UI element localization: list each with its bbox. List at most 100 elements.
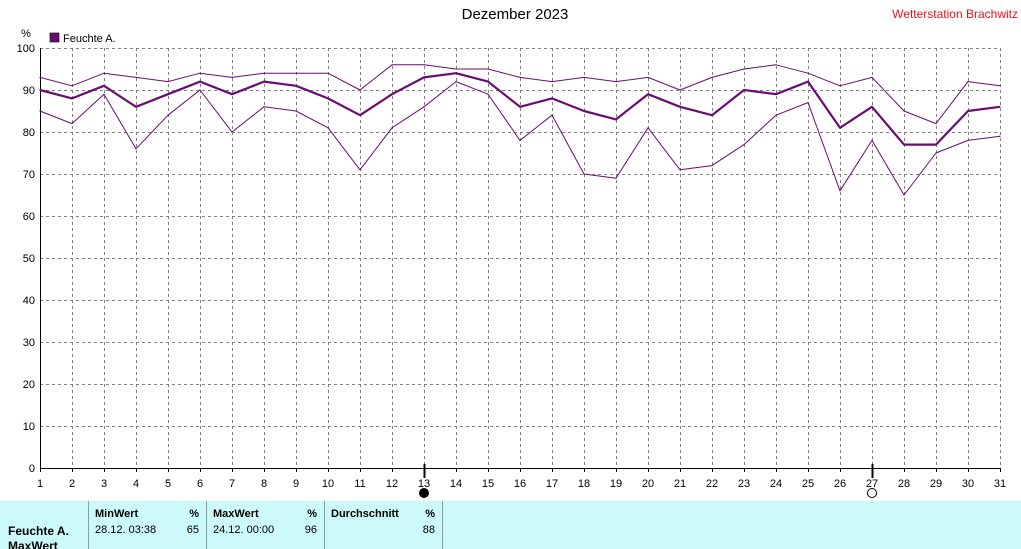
- data-point-max: [199, 72, 201, 74]
- data-point-min: [103, 93, 105, 95]
- data-point-max: [519, 76, 521, 78]
- y-tick-label: 30: [23, 337, 35, 349]
- min-unit: %: [189, 508, 199, 520]
- data-point-max: [455, 68, 457, 70]
- x-tick-label: 31: [994, 478, 1006, 490]
- data-point-max: [679, 89, 681, 91]
- data-point-min: [231, 131, 233, 133]
- x-tick-label: 28: [898, 478, 910, 490]
- data-point-min: [199, 89, 201, 91]
- data-point-mean: [743, 89, 745, 91]
- y-tick-label: 50: [23, 253, 35, 265]
- data-point-max: [423, 64, 425, 66]
- y-tick-label: 70: [23, 169, 35, 181]
- x-tick-label: 18: [578, 478, 590, 490]
- data-point-mean: [839, 127, 841, 129]
- data-point-max: [327, 72, 329, 74]
- min-date: 28.12. 03:38: [95, 524, 157, 536]
- x-tick-label: 13: [418, 478, 430, 490]
- data-point-max: [359, 89, 361, 91]
- x-tick-label: 6: [197, 478, 203, 490]
- y-tick-label: 10: [23, 421, 35, 433]
- legend-swatch: [49, 32, 60, 43]
- data-point-max: [167, 81, 169, 83]
- x-tick-label: 29: [930, 478, 942, 490]
- x-tick-label: 24: [770, 478, 782, 490]
- data-point-max: [71, 85, 73, 87]
- x-tick-label: 7: [229, 478, 235, 490]
- data-point-max: [487, 68, 489, 70]
- data-point-mean: [807, 81, 809, 83]
- data-point-mean: [679, 106, 681, 108]
- station-name: Wetterstation Brachwitz: [892, 7, 1018, 21]
- data-point-min: [679, 169, 681, 171]
- data-point-max: [967, 81, 969, 83]
- data-point-mean: [487, 81, 489, 83]
- data-point-max: [295, 72, 297, 74]
- data-point-max: [583, 76, 585, 78]
- data-point-min: [263, 106, 265, 108]
- data-point-max: [903, 110, 905, 112]
- data-point-min: [615, 177, 617, 179]
- data-point-mean: [327, 97, 329, 99]
- data-point-max: [391, 64, 393, 66]
- data-point-min: [967, 139, 969, 141]
- stats-row-label: Feuchte A.: [8, 524, 69, 538]
- chart-title: Dezember 2023: [461, 6, 569, 23]
- y-tick-label: 60: [23, 211, 35, 223]
- stats-panel: Feuchte A. MaxWert MinWert % 28.12. 03:3…: [0, 501, 1021, 549]
- x-tick-label: 5: [165, 478, 171, 490]
- data-point-min: [519, 139, 521, 141]
- data-point-mean: [263, 81, 265, 83]
- x-tick-label: 20: [642, 478, 654, 490]
- full-moon-icon: [419, 488, 429, 498]
- data-point-mean: [231, 93, 233, 95]
- data-point-max: [807, 72, 809, 74]
- data-point-mean: [999, 106, 1001, 108]
- data-point-max: [551, 81, 553, 83]
- data-point-mean: [71, 97, 73, 99]
- data-point-mean: [551, 97, 553, 99]
- data-point-min: [935, 152, 937, 154]
- x-tick-label: 22: [706, 478, 718, 490]
- data-point-min: [583, 173, 585, 175]
- avg-unit: %: [425, 508, 435, 520]
- data-point-min: [903, 194, 905, 196]
- data-point-min: [455, 81, 457, 83]
- data-point-mean: [103, 85, 105, 87]
- x-tick-label: 10: [322, 478, 334, 490]
- data-point-min: [327, 127, 329, 129]
- stats-min-column: MinWert % 28.12. 03:38 65: [88, 501, 206, 549]
- y-tick-label: 80: [23, 127, 35, 139]
- max-unit: %: [307, 508, 317, 520]
- data-point-mean: [935, 144, 937, 146]
- x-tick-label: 15: [482, 478, 494, 490]
- data-point-min: [359, 169, 361, 171]
- data-point-min: [839, 190, 841, 192]
- data-point-max: [135, 76, 137, 78]
- data-point-min: [775, 114, 777, 116]
- data-point-mean: [167, 93, 169, 95]
- x-tick-label: 23: [738, 478, 750, 490]
- x-tick-label: 3: [101, 478, 107, 490]
- data-point-min: [647, 127, 649, 129]
- data-point-min: [807, 102, 809, 104]
- data-point-min: [39, 110, 41, 112]
- data-point-max: [839, 85, 841, 87]
- data-point-mean: [871, 106, 873, 108]
- data-point-mean: [423, 76, 425, 78]
- x-tick-label: 14: [450, 478, 462, 490]
- data-point-max: [871, 76, 873, 78]
- data-point-min: [423, 106, 425, 108]
- avg-value: 88: [422, 524, 435, 536]
- data-point-mean: [583, 110, 585, 112]
- data-point-max: [999, 85, 1001, 87]
- max-value: 96: [304, 524, 317, 536]
- y-tick-label: 100: [17, 43, 35, 55]
- stats-avg-column: Durchschnitt % 88: [324, 501, 443, 549]
- min-header: MinWert: [95, 508, 139, 520]
- y-tick-label: 40: [23, 295, 35, 307]
- data-point-mean: [455, 72, 457, 74]
- data-point-min: [71, 123, 73, 125]
